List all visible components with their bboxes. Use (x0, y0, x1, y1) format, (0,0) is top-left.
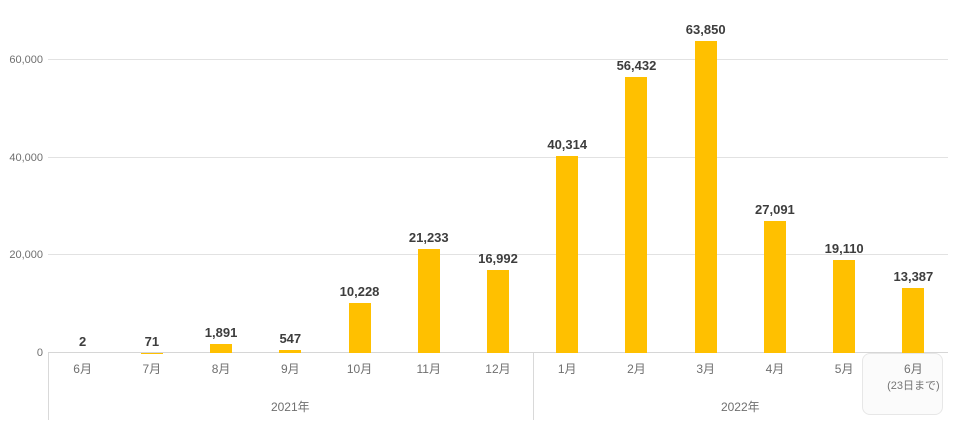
category-label-1月-8: 1月 (557, 362, 577, 376)
category-label-6月-1: 6月 (73, 362, 92, 376)
value-label-21,233: 21,233 (408, 230, 449, 246)
bar-slot-1: 2 (48, 0, 117, 353)
category-label-5月-12: 5月 (834, 362, 854, 376)
category-label-3月-10: 3月 (696, 362, 716, 376)
bar-slot-5: 10,228 (325, 0, 394, 353)
bar-slot-9: 56,432 (602, 0, 671, 353)
value-label-10,228: 10,228 (339, 284, 380, 300)
value-label-40,314: 40,314 (547, 137, 588, 153)
category-label-8月-3: 8月 (211, 362, 231, 376)
value-label-63,850: 63,850 (685, 22, 726, 38)
value-label-56,432: 56,432 (616, 58, 657, 74)
value-label-547: 547 (279, 331, 302, 347)
category-label-7月-2: 7月 (142, 362, 162, 376)
y-tick-label-0: 0 (36, 347, 43, 359)
gridline-60,000 (48, 58, 948, 60)
category-group-separator-2 (532, 353, 534, 420)
category-label-6月-13: 6月 (23日まで) (879, 353, 948, 395)
value-label-1,891: 1,891 (204, 324, 238, 340)
value-label-27,091: 27,091 (755, 201, 795, 217)
category-label-4月-11: 4月 (765, 362, 785, 376)
bar-slot-10: 63,850 (671, 0, 740, 353)
y-tick-label-40,000: 40,000 (9, 151, 43, 164)
gridline-40,000 (48, 156, 948, 158)
bar-slot-13: 13,387 (879, 0, 948, 353)
value-label-16,992: 16,992 (478, 251, 518, 266)
bar-slot-4: 547 (256, 0, 325, 353)
y-tick-label-60,000: 60,000 (9, 53, 43, 66)
category-label-11月-6: 11月 (416, 362, 441, 376)
year-group-2022: 2022年 (720, 400, 760, 414)
year-group-2021: 2021年 (270, 400, 310, 414)
category-label-2月-9: 2月 (627, 362, 646, 376)
bar-11月-21,233[interactable] (417, 249, 440, 353)
bar-5月-19,110[interactable] (833, 259, 856, 353)
value-label-2: 2 (78, 334, 87, 349)
bar-slot-2: 71 (117, 0, 186, 353)
bar-4月-27,091[interactable] (763, 220, 786, 353)
bar-6月-13,387[interactable] (902, 287, 925, 353)
y-tick-label-20,000: 20,000 (9, 249, 43, 262)
bar-slot-11: 27,091 (740, 0, 809, 353)
plot-area: 2 71 1,891 547 10,228 21,233 16,992 40,314 56,43… (48, 0, 948, 353)
value-label-71: 71 (144, 333, 160, 349)
bar-3月-63,850[interactable] (694, 41, 717, 353)
bar-12月-16,992[interactable] (486, 270, 509, 353)
bar-slot-12: 19,110 (810, 0, 879, 353)
bar-slot-3: 1,891 (186, 0, 255, 353)
bar-slot-6: 21,233 (394, 0, 463, 353)
bar-slot-7: 16,992 (463, 0, 532, 353)
value-label-13,387: 13,387 (893, 268, 934, 284)
bar-slot-8: 40,314 (533, 0, 602, 353)
value-label-19,110: 19,110 (824, 240, 864, 256)
category-group-separator-1 (48, 353, 49, 420)
bar-8月-1,891[interactable] (210, 343, 233, 353)
category-label-9月-4: 9月 (280, 362, 300, 376)
bar-2月-56,432[interactable] (625, 77, 648, 353)
year-group-labels: 2021年 2022年 (0, 399, 955, 415)
bar-10月-10,228[interactable] (348, 303, 371, 353)
bar-1月-40,314[interactable] (556, 156, 579, 353)
x-axis-category-labels: 6月 7月 8月 9月 10月 11月 12月 1月 2月 3月 4月 5月 6月 (23日まで) (48, 353, 948, 395)
category-label-12月-7: 12月 (485, 362, 511, 376)
last-category-highlight-card (862, 353, 943, 415)
gridline-20,000 (48, 254, 948, 256)
category-sublabel: (23日まで) (887, 380, 940, 392)
bar-9月-547[interactable] (279, 350, 302, 353)
category-label-10月-5: 10月 (346, 362, 373, 376)
